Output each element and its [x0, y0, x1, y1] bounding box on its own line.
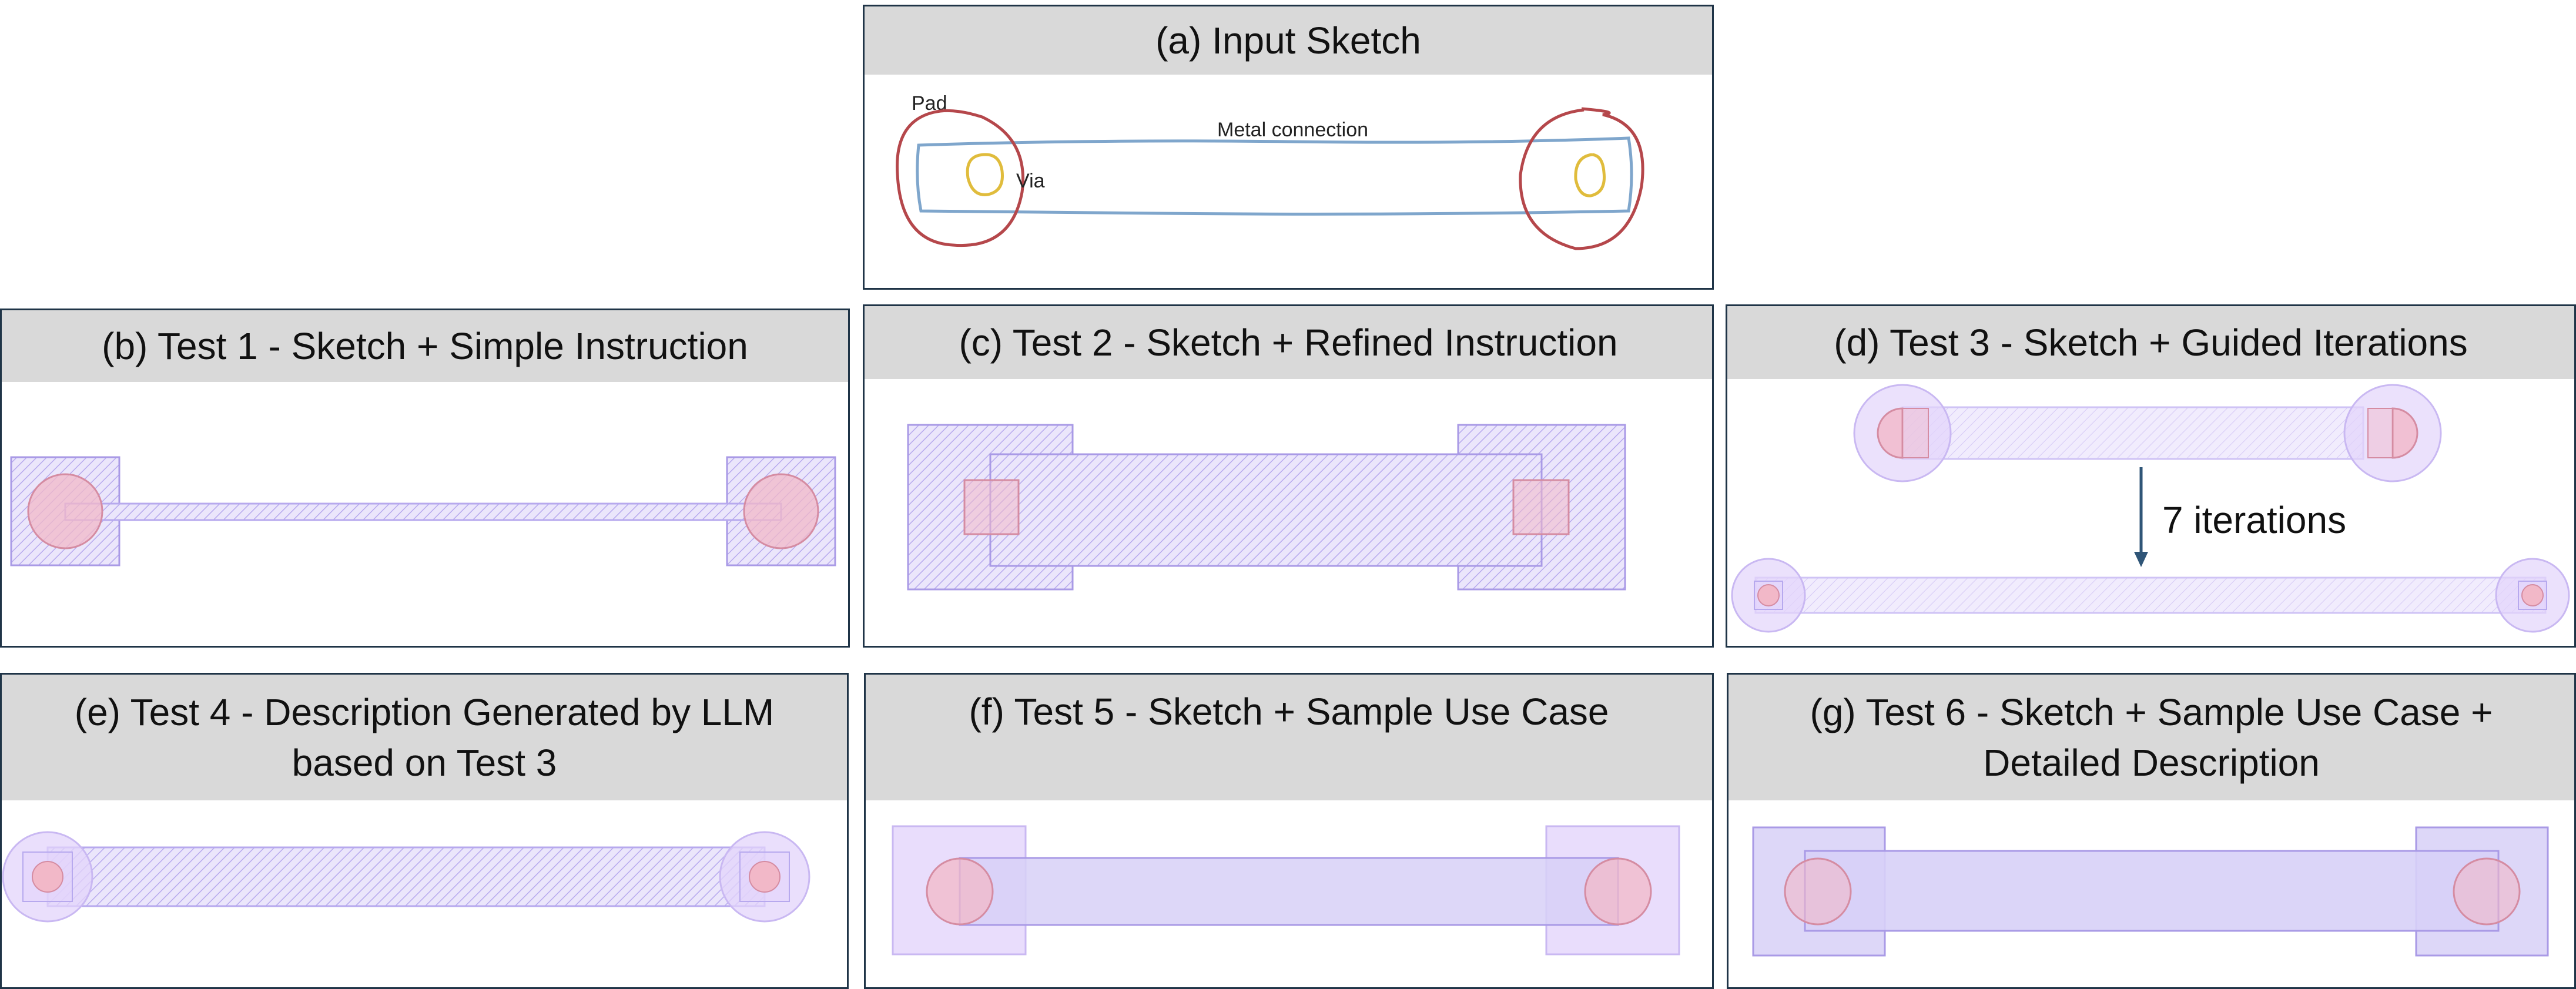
left-via-initial [1877, 407, 1904, 459]
panel-title-text: (a) Input Sketch [1155, 19, 1421, 62]
layout-result [2, 800, 847, 987]
layout-result [866, 800, 1712, 987]
panel-title-line-1: (g) Test 6 - Sketch + Sample Use Case + [1810, 691, 2493, 733]
right-via [743, 473, 819, 549]
via-label: Via [1016, 170, 1045, 192]
left-via [926, 857, 994, 926]
metal-connection-label: Metal connection [1217, 119, 1368, 141]
metal-connection [1804, 850, 2500, 932]
left-via-initial-half [1902, 408, 1929, 458]
right-pad-sketch [1519, 107, 1644, 250]
panel-title-line-1: (e) Test 4 - Description Generated by LL… [74, 691, 775, 733]
panel-title-line-2: Detailed Description [1983, 742, 2320, 784]
metal-connection-sketch [916, 136, 1633, 216]
metal-connection-initial [1901, 406, 2364, 460]
panel-title-text: (b) Test 1 - Sketch + Simple Instruction [102, 325, 748, 367]
right-via [1584, 857, 1652, 926]
panel-title: (e) Test 4 - Description Generated by LL… [2, 675, 847, 800]
panel-title-text: (c) Test 2 - Sketch + Refined Instructio… [959, 321, 1618, 364]
right-via-sketch [1574, 153, 1606, 197]
left-via [27, 473, 103, 549]
right-via [2453, 857, 2521, 926]
metal-connection [64, 502, 782, 521]
panel-title: (d) Test 3 - Sketch + Guided Iterations [1727, 306, 2574, 379]
panel-title: (g) Test 6 - Sketch + Sample Use Case + … [1729, 675, 2574, 800]
panel-title-text: (f) Test 5 - Sketch + Sample Use Case [969, 690, 1609, 733]
panel-title-line-2: based on Test 3 [292, 742, 557, 784]
layout-result [2, 382, 848, 646]
metal-connection-final [1754, 576, 2547, 614]
panel-test-6: (g) Test 6 - Sketch + Sample Use Case + … [1727, 673, 2576, 989]
left-pad-sketch [896, 109, 1025, 247]
right-via-initial [2391, 407, 2418, 459]
panel-title: (f) Test 5 - Sketch + Sample Use Case [866, 675, 1712, 800]
panel-test-4: (e) Test 4 - Description Generated by LL… [0, 673, 849, 989]
iterations-label: 7 iterations [2162, 499, 2346, 541]
panel-title: (b) Test 1 - Sketch + Simple Instruction [2, 310, 848, 382]
left-via-final-dot [1757, 584, 1780, 606]
metal-connection [989, 453, 1543, 567]
layout-result: 7 iterations [1727, 379, 2574, 646]
right-via-initial-half [2367, 408, 2393, 458]
left-via [963, 479, 1020, 535]
layout-result [1729, 800, 2574, 987]
panel-test-2: (c) Test 2 - Sketch + Refined Instructio… [863, 304, 1714, 648]
panel-input-sketch: (a) Input Sketch Pad Metal connection Vi… [863, 5, 1714, 290]
metal-connection [959, 857, 1619, 926]
metal-connection [46, 846, 766, 907]
layout-result [865, 379, 1712, 646]
panel-test-3: (d) Test 3 - Sketch + Guided Iterations … [1726, 304, 2576, 648]
iteration-arrow-head [2134, 552, 2148, 567]
panel-title-text: (d) Test 3 - Sketch + Guided Iterations [1834, 321, 2468, 364]
left-via-sketch [966, 153, 1004, 196]
left-via-dot [32, 861, 63, 893]
right-via [1512, 479, 1570, 535]
right-via-dot [749, 861, 780, 893]
right-via-final-dot [2521, 584, 2544, 606]
left-via [1784, 857, 1852, 926]
sketch-area: Pad Metal connection Via [865, 75, 1712, 288]
panel-test-5: (f) Test 5 - Sketch + Sample Use Case [864, 673, 1714, 989]
panel-title: (c) Test 2 - Sketch + Refined Instructio… [865, 306, 1712, 379]
panel-title: (a) Input Sketch [865, 6, 1712, 75]
panel-test-1: (b) Test 1 - Sketch + Simple Instruction [0, 309, 850, 648]
